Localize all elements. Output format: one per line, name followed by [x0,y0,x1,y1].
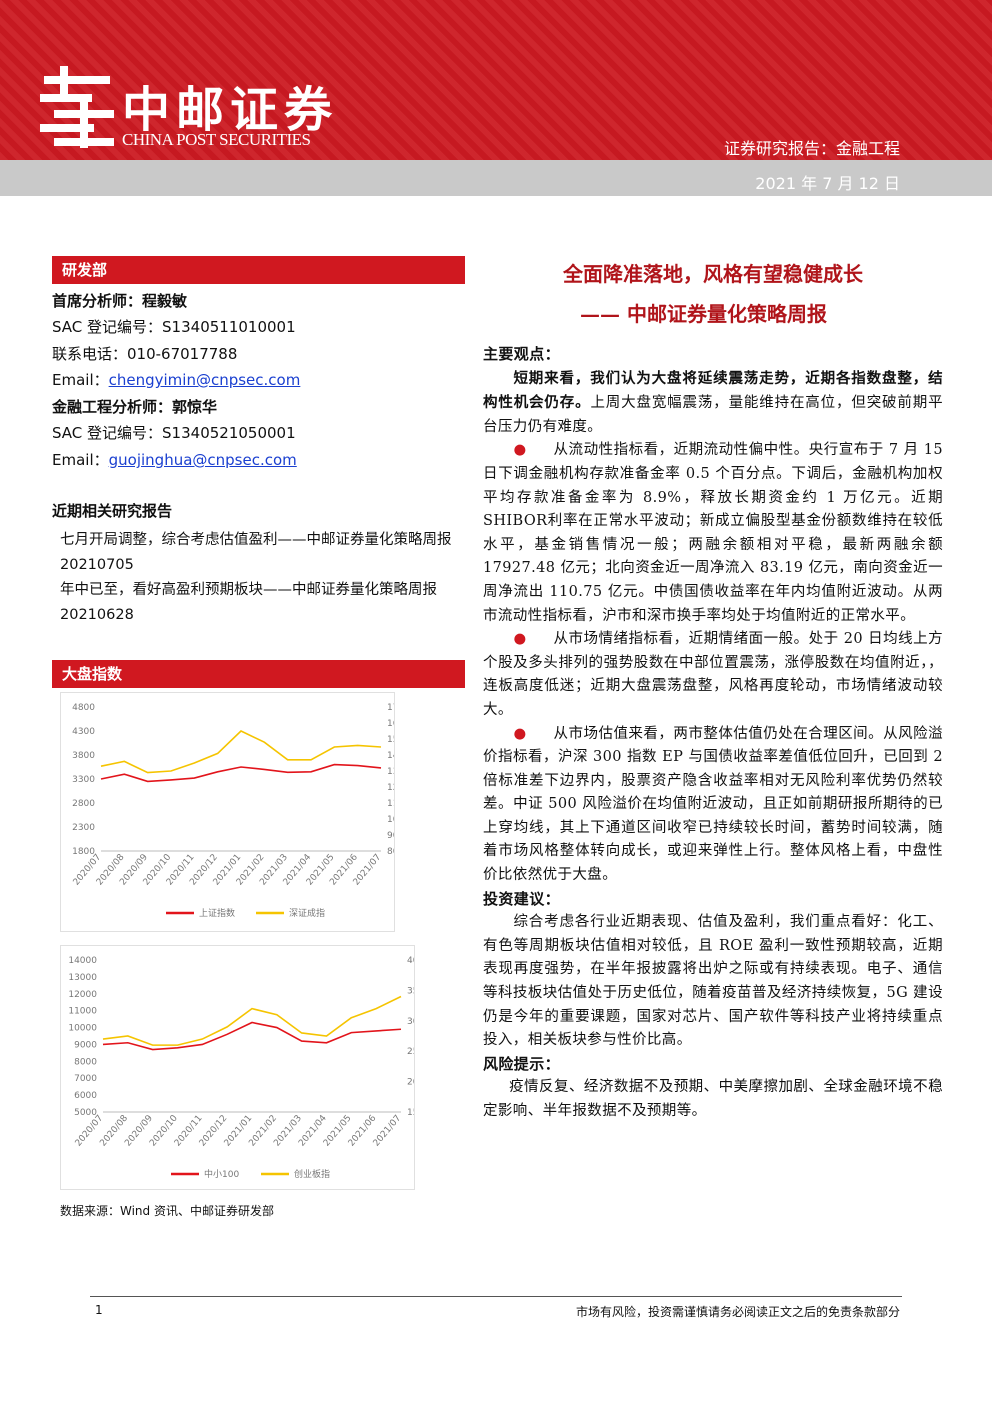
email-label: Email： [52,451,109,469]
y2-tick-label: 4000 [407,956,415,966]
paragraph: 疫情反复、经济数据不及预期、中美摩擦加剧、全球金融环境不稳定影响、半年报数据不及… [483,1079,943,1119]
analyst-role: 金融工程分析师：郭惊华 [52,398,218,416]
email-label: Email： [52,371,109,389]
disclaimer: 市场有风险，投资需谨慎请务必阅读正文之后的免责条款部分 [575,1305,900,1319]
y2-tick-label: 15000 [387,735,395,745]
legend-label: 中小100 [204,1168,239,1180]
y-tick-label: 14000 [68,956,97,966]
line [100,730,382,774]
section-bar: 研发部 [52,256,465,284]
sac: SAC 登记编号：S1340511010001 [52,318,296,336]
y-tick-label: 8000 [74,1057,97,1067]
heading: 主要观点： [483,345,561,363]
email-row: Email：chengyimin@cnpsec.com [52,370,300,390]
title: 全面降准落地，风格有望稳健成长 [563,262,863,286]
y-tick-label: 3800 [72,751,95,761]
text: 从流动性指标看，近期流动性偏中性。央行宣布于 7 月 15 日下调金融机构存款准… [483,442,943,624]
company-name: 中邮证券 [122,82,339,138]
y-tick-label: 3300 [72,775,95,785]
chart: 5000 6000 7000 8000 9000 10000 11000 12000 13000… [60,945,415,1190]
text: 从市场估值来看，两市整体估值仍处在合理区间。从风险溢价指标看，沪深 300 指数… [483,725,943,884]
y-tick-label: 1800 [72,847,95,857]
y2-tick-label: 3000 [407,1017,415,1027]
text: 从市场情绪指标看，近期情绪面一般。处于 20 日均线上方个股及多头排列的强势股数… [483,631,943,718]
phone: 联系电话：010-67017788 [52,345,238,363]
related-item: 七月开局调整，综合考虑估值盈利——中邮证券量化策略周报 20210705 [60,532,452,573]
y-tick-label: 4300 [72,727,95,737]
y2-tick-label: 13000 [387,767,395,777]
y-tick-label: 6000 [74,1091,97,1101]
y-tick-label: 2800 [72,799,95,809]
email[interactable]: chengyimin@cnpsec.com [108,371,301,389]
bold-text: 短期来看，我们认为大盘将延续震荡走势，近期各指数盘整，结构性机会仍存。 [483,369,943,412]
logo [40,66,114,148]
subtitle: —— 中邮证券量化策略周报 [580,302,827,326]
bullet: ● 从市场情绪指标看，近期情绪面一般。处于 20 日均线上方个股及多头排列的强势股… [483,631,943,718]
y2-tick-label: 11000 [387,799,395,809]
y-tick-label: 7000 [74,1074,97,1084]
page-number: 1 [95,1303,103,1317]
y2-tick-label: 16000 [387,719,395,729]
chart: 1800 2300 2800 3300 3800 4300 4800 8000 9000 1000… [60,692,395,932]
text: 上周大盘宽幅震荡，量能维持在高位，但突破前期平台压力仍有难度。 [483,395,943,435]
y2-tick-label: 8000 [387,847,395,857]
paragraph: 短期来看，我们认为大盘将延续震荡走势，近期各指数盘整，结构性机会仍存。上周大盘宽… [483,367,943,440]
legend-label: 创业板指 [294,1168,330,1180]
line [102,1021,402,1051]
line [102,995,402,1046]
email[interactable]: guojinghua@cnpsec.com [108,451,297,469]
y-tick-label: 10000 [68,1024,97,1034]
y2-tick-label: 14000 [387,751,395,761]
analyst-role: 首席分析师：程毅敏 [52,292,188,310]
y2-tick-label: 9000 [387,831,395,841]
related-item: 年中已至，看好高盈利预期板块——中邮证券量化策略周报 20210628 [60,582,437,623]
article: 主要观点： 短期来看，我们认为大盘将延续震荡走势，近期各指数盘整，结构性机会仍存… [483,343,943,1124]
y2-tick-label: 3500 [407,986,415,996]
email-row: Email：guojinghua@cnpsec.com [52,450,297,470]
y2-tick-label: 12000 [387,783,395,793]
legend-label: 深证成指 [289,907,325,919]
related-title: 近期相关研究报告 [52,502,173,520]
footer-rule [90,1296,902,1297]
y-tick-label: 9000 [74,1040,97,1050]
y2-tick-label: 1500 [407,1108,415,1118]
y-tick-label: 4800 [72,703,95,713]
sac: SAC 登记编号：S1340521050001 [52,424,296,442]
y-tick-label: 11000 [68,1007,97,1017]
date: 2021 年 7 月 12 日 [755,174,900,193]
heading: 风险提示： [483,1054,561,1073]
bullet: ● 从市场估值来看，两市整体估值仍处在合理区间。从风险溢价指标看，沪深 300 指… [483,725,943,884]
company-en: CHINA POST SECURITIES [122,130,311,149]
paragraph: 综合考虑各行业近期表现、估值及盈利，我们重点看好：化工、有色等周期板块估值相对较… [483,914,943,1049]
heading: 投资建议： [483,889,561,908]
y2-tick-label: 2000 [407,1078,415,1088]
y-tick-label: 12000 [68,990,97,1000]
y2-tick-label: 10000 [387,815,395,825]
legend-label: 上证指数 [199,907,235,919]
date-band [0,160,992,196]
line [100,763,382,783]
section-bar: 大盘指数 [52,660,465,688]
source: 数据来源：Wind 资讯、中邮证券研发部 [60,1204,274,1218]
y2-tick-label: 17000 [387,703,395,713]
y-tick-label: 13000 [68,973,97,983]
y-tick-label: 5000 [74,1108,97,1118]
y-tick-label: 2300 [72,823,95,833]
header-band [0,0,992,160]
y2-tick-label: 2500 [407,1047,415,1057]
report-type: 证券研究报告：金融工程 [723,139,900,158]
bullet: ● 从流动性指标看，近期流动性偏中性。央行宣布于 7 月 15 日下调金融机构存款… [483,442,943,624]
